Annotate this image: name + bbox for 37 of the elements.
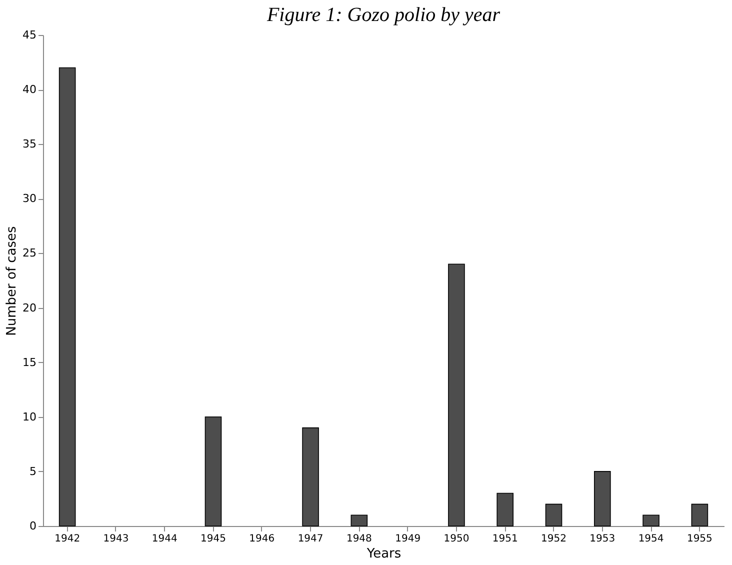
- x-tick-label: 1948: [346, 534, 372, 544]
- bar: [594, 471, 611, 526]
- x-tick-label: 1955: [686, 534, 712, 544]
- y-axis-title: Number of cases: [4, 226, 20, 336]
- y-tick-label: 15: [22, 356, 36, 369]
- y-tick-label: 30: [22, 192, 36, 206]
- x-tick-label: 1945: [200, 534, 226, 544]
- x-tick-label: 1953: [590, 534, 616, 544]
- x-tick-label: 1943: [103, 534, 129, 544]
- bar: [58, 67, 76, 526]
- bar: [642, 514, 660, 526]
- chart-title: Figure 1: Gozo polio by year: [266, 4, 500, 26]
- bar: [204, 416, 222, 526]
- y-tick-label: 5: [30, 464, 36, 478]
- x-tick-label: 1942: [54, 534, 80, 544]
- bar: [350, 514, 368, 526]
- x-tick-label: 1946: [249, 534, 275, 544]
- y-tick-label: 10: [22, 410, 36, 424]
- x-tick-label: 1952: [541, 534, 566, 544]
- x-tick-label: 1949: [395, 534, 421, 544]
- bar: [496, 492, 514, 526]
- x-tick-label: 1951: [492, 534, 518, 544]
- y-tick-label: 25: [22, 246, 36, 260]
- x-tick-label: 1950: [444, 534, 470, 544]
- y-tick-label: 0: [30, 520, 36, 532]
- x-tick-label: 1947: [298, 534, 324, 544]
- x-axis-title: Years: [366, 546, 402, 562]
- x-tick-label: 1954: [638, 534, 664, 544]
- y-tick-label: 40: [22, 83, 36, 96]
- bar: [448, 264, 465, 526]
- y-tick-label: 20: [22, 301, 36, 314]
- y-tick-label: 45: [22, 28, 36, 42]
- bar: [302, 427, 319, 526]
- x-tick-label: 1944: [152, 534, 178, 544]
- y-tick-label: 35: [22, 138, 36, 151]
- bar: [691, 504, 708, 526]
- bar: [545, 504, 562, 526]
